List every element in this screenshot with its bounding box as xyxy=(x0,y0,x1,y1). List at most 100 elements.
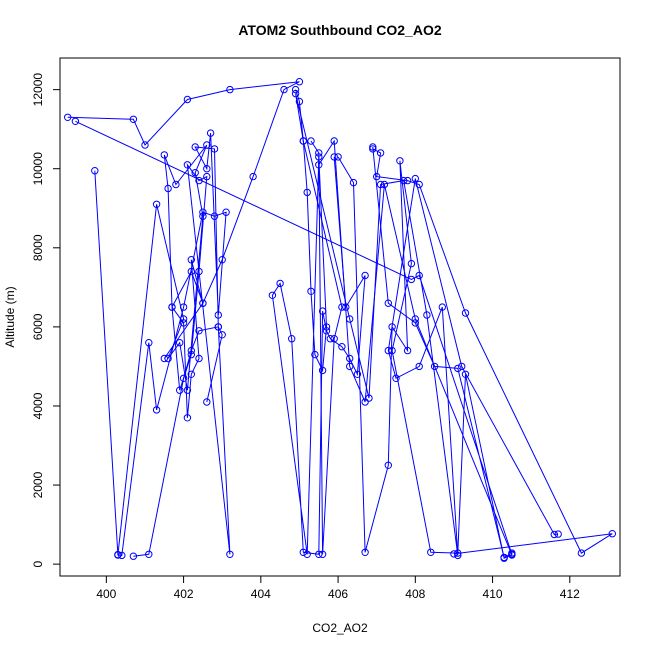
data-point xyxy=(295,78,304,86)
data-point xyxy=(403,346,412,355)
data-point xyxy=(334,153,342,161)
data-point xyxy=(160,151,169,159)
data-point xyxy=(454,364,462,373)
y-tick-label: 2000 xyxy=(31,471,45,498)
data-point xyxy=(318,307,327,315)
x-tick-label: 406 xyxy=(328,587,348,601)
data-point xyxy=(183,95,192,104)
series-line xyxy=(94,133,227,557)
data-point xyxy=(500,554,508,562)
data-point xyxy=(346,315,354,323)
data-point xyxy=(295,97,304,106)
data-point xyxy=(179,374,188,382)
data-point xyxy=(129,552,138,560)
data-point xyxy=(353,370,362,378)
data-point xyxy=(187,370,196,378)
data-point xyxy=(203,165,211,173)
data-point xyxy=(411,174,419,183)
data-point xyxy=(411,315,419,323)
y-tick-label: 10000 xyxy=(31,152,45,186)
data-point xyxy=(376,180,385,189)
y-axis-label: Altitude (m) xyxy=(3,286,17,347)
chart-title: ATOM2 Southbound CO2_AO2 xyxy=(238,22,441,38)
data-point xyxy=(183,161,192,169)
data-point xyxy=(369,143,377,151)
series-1 xyxy=(64,78,304,559)
data-point xyxy=(187,267,196,276)
series-4 xyxy=(71,117,616,562)
data-point xyxy=(554,530,562,538)
series-line xyxy=(318,139,513,559)
data-point xyxy=(276,279,284,288)
data-point xyxy=(415,362,423,371)
data-point xyxy=(145,339,153,347)
data-point xyxy=(195,354,203,363)
series-7 xyxy=(291,89,562,560)
series-5 xyxy=(268,85,369,558)
data-point xyxy=(330,153,338,161)
data-point xyxy=(307,287,315,295)
data-point xyxy=(392,374,400,382)
data-point xyxy=(187,256,196,264)
series-line xyxy=(295,93,559,556)
data-point xyxy=(71,117,80,126)
data-point xyxy=(454,551,462,560)
series-line xyxy=(67,81,300,555)
data-point xyxy=(222,208,230,216)
data-point xyxy=(118,551,126,560)
data-point xyxy=(388,346,396,355)
data-point xyxy=(307,137,315,145)
data-point xyxy=(226,550,234,558)
data-point xyxy=(129,115,138,124)
data-point xyxy=(400,176,408,185)
data-point xyxy=(322,323,331,331)
series-3 xyxy=(160,161,234,558)
data-point xyxy=(249,172,257,181)
data-point xyxy=(577,549,586,557)
data-point xyxy=(176,339,184,347)
data-point xyxy=(203,398,211,406)
series-6 xyxy=(315,137,516,562)
data-point xyxy=(365,394,373,402)
data-point xyxy=(291,89,300,98)
data-point xyxy=(187,350,196,359)
data-point xyxy=(172,180,180,189)
data-point xyxy=(303,550,311,558)
data-point xyxy=(330,335,338,343)
data-point xyxy=(299,548,307,556)
data-point xyxy=(179,319,188,327)
data-point xyxy=(396,157,404,165)
data-point xyxy=(195,327,203,335)
data-point xyxy=(376,149,385,157)
y-tick-label: 0 xyxy=(31,560,45,567)
data-point xyxy=(114,551,122,559)
data-point xyxy=(407,259,416,268)
data-point xyxy=(214,311,223,319)
data-point xyxy=(203,172,211,181)
data-point xyxy=(195,267,203,276)
data-point xyxy=(315,149,323,157)
data-point xyxy=(183,386,192,394)
data-point xyxy=(152,200,161,209)
x-axis-label: CO2_AO2 xyxy=(312,621,368,635)
data-point xyxy=(461,370,470,378)
data-point xyxy=(458,362,466,371)
data-point xyxy=(384,299,392,307)
y-tick-label: 12000 xyxy=(31,73,45,107)
y-axis: 0 2000 4000 6000 8000 10000 12000 xyxy=(31,73,61,567)
data-point xyxy=(318,550,327,558)
data-point xyxy=(179,303,188,311)
data-point xyxy=(450,550,458,558)
series-layer xyxy=(64,78,616,562)
data-point xyxy=(145,550,153,558)
series-2 xyxy=(91,129,230,560)
data-point xyxy=(508,551,516,559)
data-point xyxy=(550,530,558,539)
x-tick-label: 410 xyxy=(483,587,503,601)
data-point xyxy=(91,167,99,175)
data-point xyxy=(508,549,516,557)
data-point xyxy=(214,323,223,331)
data-point xyxy=(315,550,323,558)
x-tick-label: 412 xyxy=(560,587,580,601)
data-point xyxy=(164,184,172,193)
